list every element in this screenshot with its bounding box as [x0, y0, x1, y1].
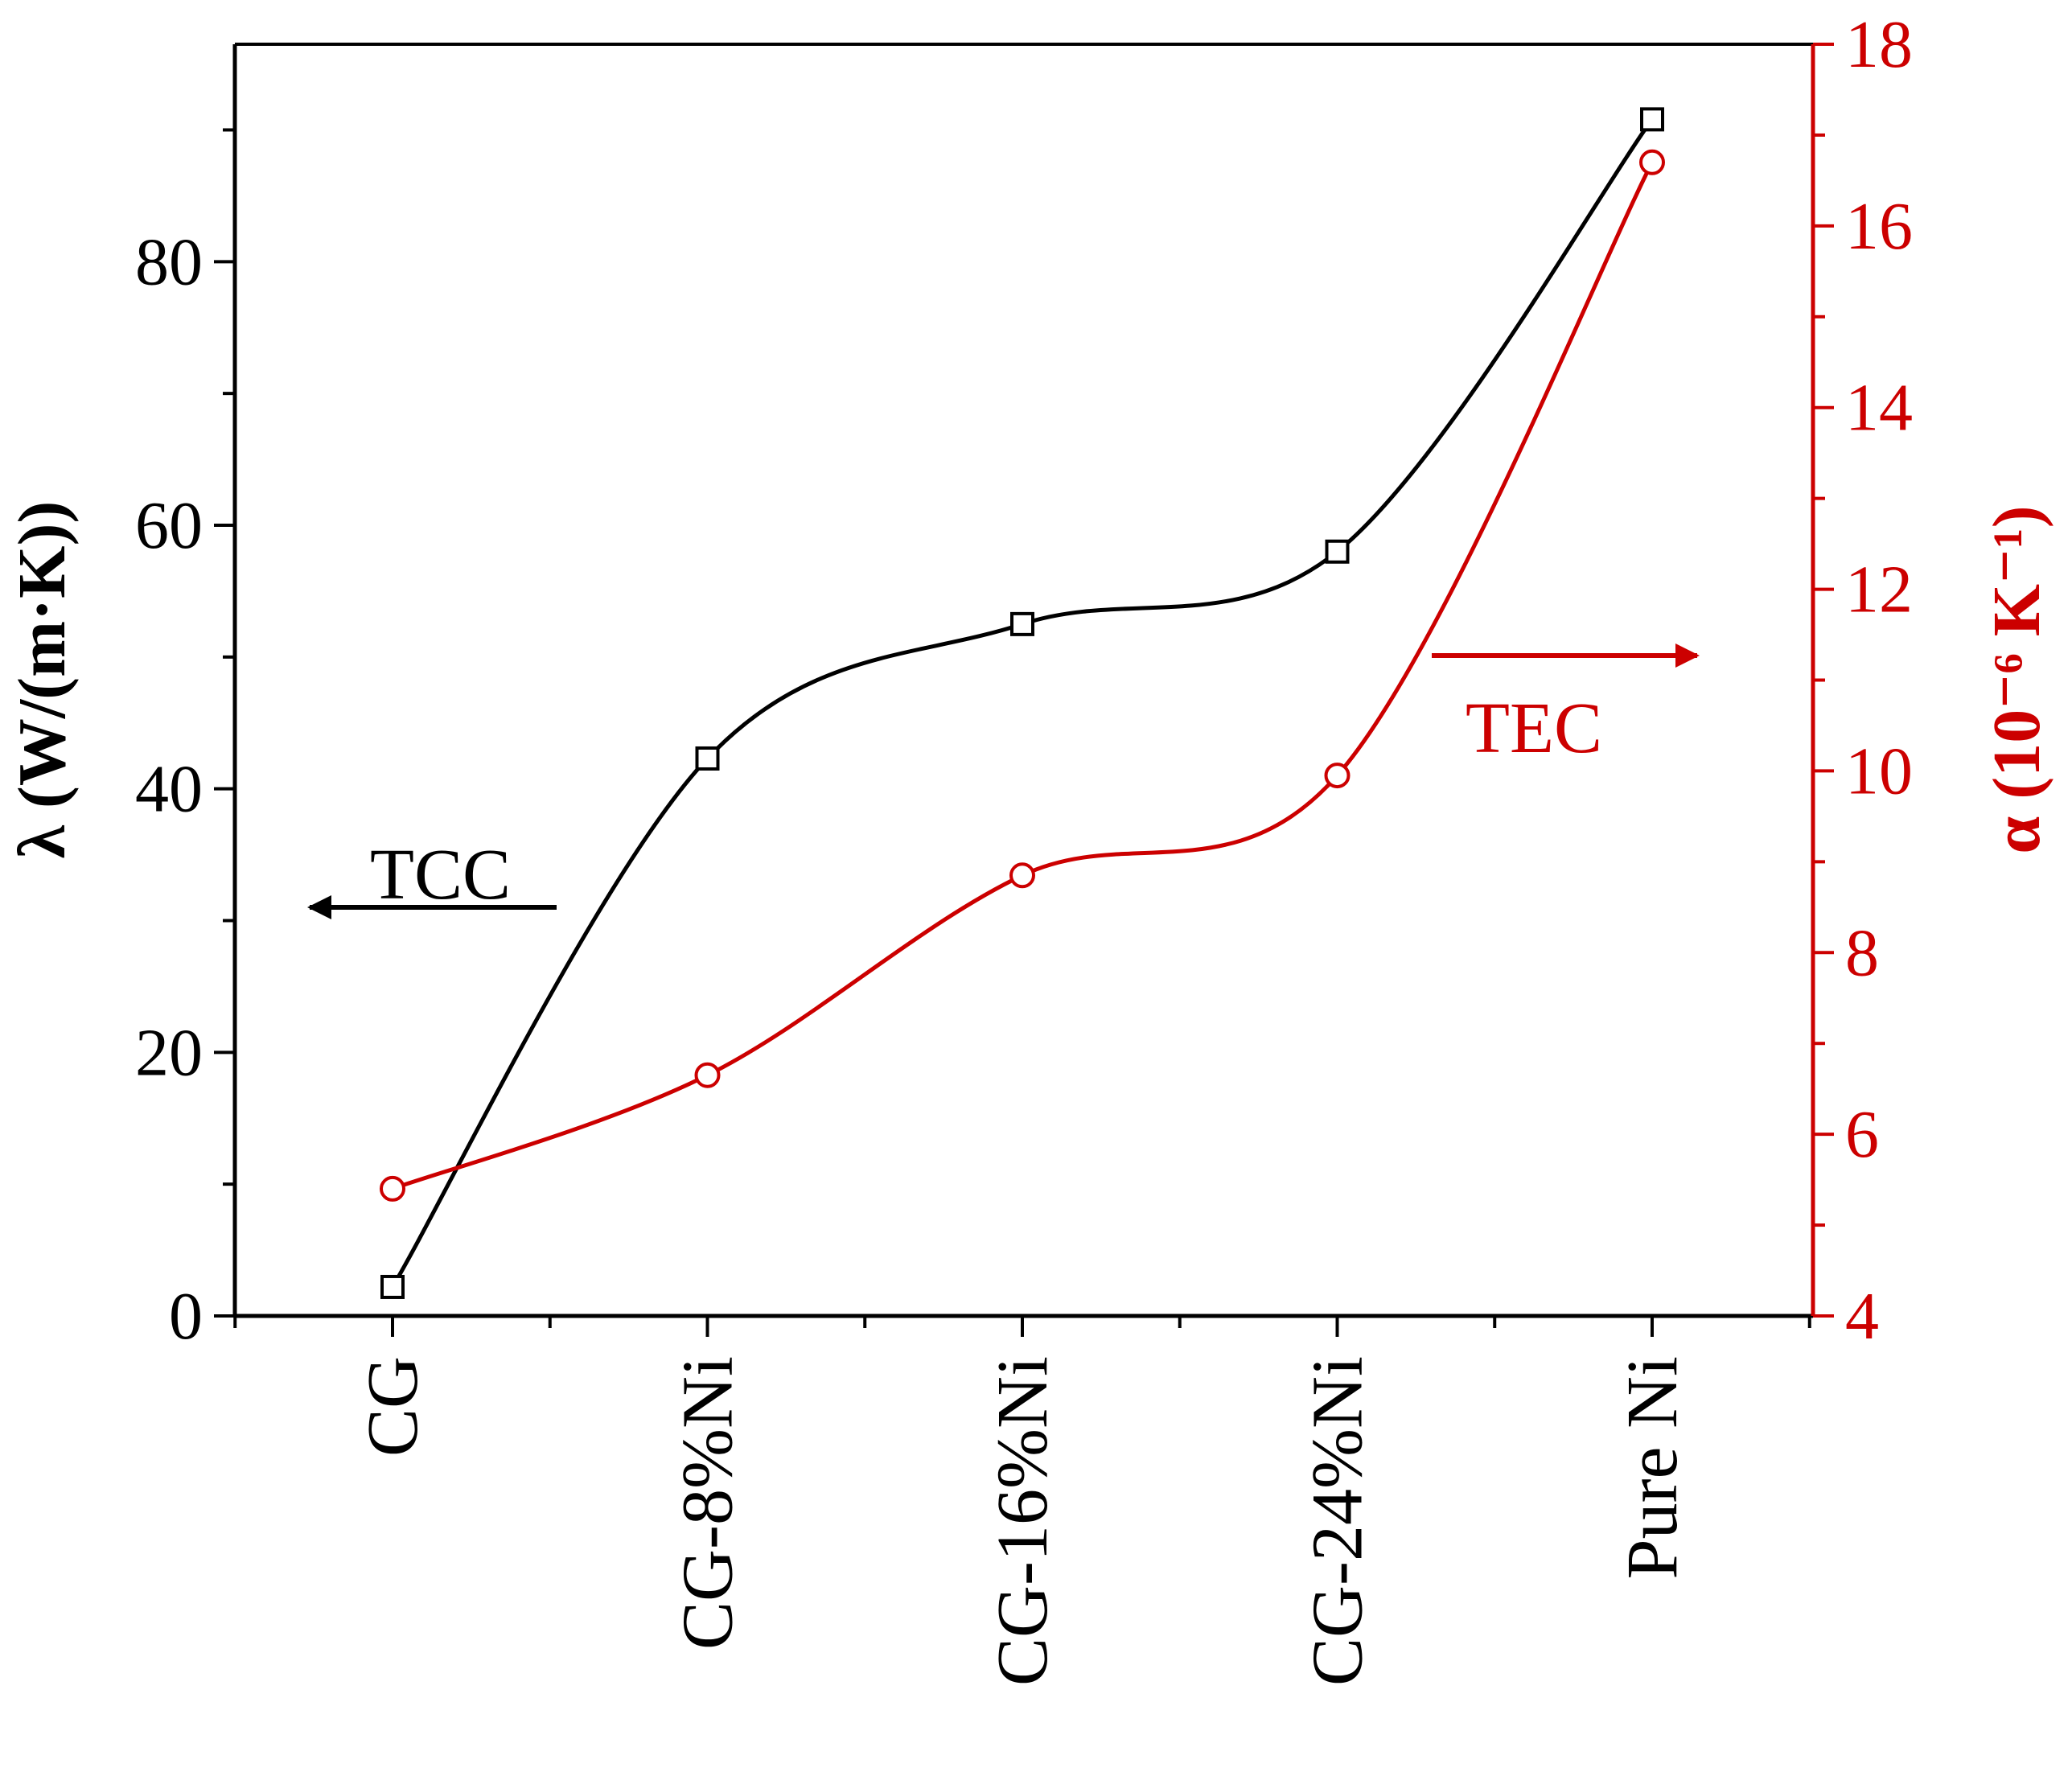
right-tick-label: 10 — [1845, 734, 1913, 808]
left-axis-title: λ (W/(m·K)) — [5, 501, 80, 859]
left-tick-label: 0 — [169, 1279, 203, 1354]
tcc-point — [695, 746, 720, 771]
tec-point — [1324, 763, 1350, 789]
tcc-annotation: TCC — [370, 835, 511, 915]
right-axis-ticks: 4 6 8 10 12 14 16 18 — [1813, 7, 1913, 1354]
right-axis-title: α (10⁻⁶ K⁻¹) — [1980, 505, 2054, 853]
left-tick-label: 40 — [135, 752, 203, 827]
x-category-label: CG-24%Ni — [1298, 1356, 1378, 1686]
x-axis-ticks: CG CG-8%Ni CG-16%Ni CG-24%Ni Pure Ni — [233, 1316, 1811, 1686]
tec-point — [694, 1062, 721, 1088]
tec-point — [1009, 862, 1035, 889]
tec-point — [380, 1175, 405, 1202]
series-markers-tec — [380, 149, 1665, 1202]
tec-point — [1639, 149, 1665, 175]
series-markers-tcc — [380, 107, 1664, 1299]
right-tick-label: 8 — [1845, 915, 1879, 990]
right-tick-label: 4 — [1845, 1279, 1879, 1354]
tcc-point — [380, 1274, 405, 1299]
left-axis-ticks: 0 20 40 60 80 — [135, 128, 235, 1354]
tcc-point — [1325, 539, 1350, 564]
right-tick-label: 14 — [1845, 371, 1913, 446]
series-line-tec — [392, 161, 1655, 1191]
tcc-point — [1640, 107, 1664, 132]
x-category-label: CG-16%Ni — [983, 1356, 1063, 1686]
left-tick-label: 80 — [135, 224, 203, 299]
right-tick-label: 12 — [1845, 553, 1913, 627]
tcc-point — [1010, 611, 1034, 636]
right-tick-label: 16 — [1845, 189, 1913, 264]
x-category-label: CG — [353, 1356, 433, 1457]
tec-annotation: TEC — [1466, 689, 1602, 768]
left-tick-label: 60 — [135, 488, 203, 563]
right-tick-label: 6 — [1845, 1097, 1879, 1172]
series-line-tcc — [390, 117, 1655, 1289]
x-category-label: Pure Ni — [1613, 1356, 1692, 1579]
x-category-label: CG-8%Ni — [668, 1356, 748, 1650]
right-tick-label: 18 — [1845, 7, 1913, 82]
left-tick-label: 20 — [135, 1015, 203, 1090]
